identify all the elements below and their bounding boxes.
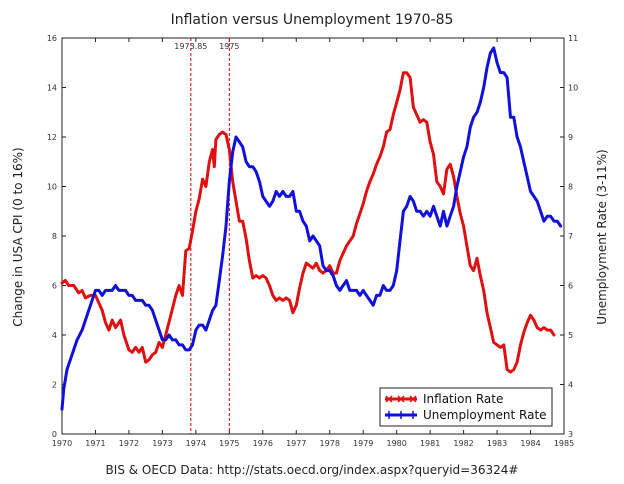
source-caption: BIS & OECD Data: http://stats.oecd.org/i… (106, 463, 519, 477)
x-tick-label: 1979 (353, 439, 373, 448)
x-tick-label: 1984 (520, 439, 540, 448)
legend-marker-plus (385, 411, 393, 419)
y2-tick-label: 11 (568, 34, 578, 43)
x-tick-label: 1983 (487, 439, 507, 448)
x-tick-label: 1977 (286, 439, 306, 448)
y-tick-label: 12 (47, 133, 57, 142)
y-tick-label: 10 (47, 183, 57, 192)
x-tick-label: 1981 (420, 439, 440, 448)
y-tick-label: 16 (47, 34, 57, 43)
x-tick-label: 1971 (85, 439, 105, 448)
y2-tick-label: 7 (568, 232, 573, 241)
legend-marker-plus (397, 411, 405, 419)
y2-tick-label: 5 (568, 331, 573, 340)
series-line-inflation (60, 71, 556, 374)
y2-tick-label: 9 (568, 133, 573, 142)
legend-box (379, 387, 553, 427)
x-tick-label: 1978 (320, 439, 340, 448)
x-tick-label: 1972 (119, 439, 139, 448)
series-line-unemployment (60, 46, 563, 411)
y2-tick-label: 8 (568, 183, 573, 192)
annotation-label: 1975 (219, 42, 239, 51)
legend-marker-x (409, 395, 417, 403)
x-tick-label: 1974 (186, 439, 206, 448)
legend-marker-x (397, 395, 405, 403)
x-tick-label: 1973 (152, 439, 172, 448)
x-tick-label: 1976 (253, 439, 273, 448)
chart-title: Inflation versus Unemployment 1970-85 (171, 12, 454, 28)
y2-tick-label: 3 (568, 430, 573, 439)
y2-axis-label: Unemployment Rate (3-11%) (595, 149, 609, 324)
x-tick-label: 1980 (386, 439, 406, 448)
legend-label: Inflation Rate (423, 392, 503, 406)
y-tick-label: 0 (52, 430, 57, 439)
x-tick-label: 1975 (219, 439, 239, 448)
y-tick-label: 4 (52, 331, 57, 340)
y-axis-label: Change in USA CPI (0 to 16%) (11, 147, 25, 326)
y-tick-label: 14 (47, 84, 57, 93)
y-tick-label: 8 (52, 232, 57, 241)
y-tick-label: 6 (52, 282, 57, 291)
legend-label: Unemployment Rate (423, 408, 547, 422)
x-tick-label: 1985 (554, 439, 574, 448)
plot-area: 1970 1971 1972 1973 1974 1975 1976 1977 1978 1979… (47, 34, 578, 448)
x-tick-label: 1970 (52, 439, 72, 448)
y2-tick-label: 4 (568, 381, 573, 390)
y-tick-label: 2 (52, 381, 57, 390)
legend-marker-plus (409, 411, 417, 419)
annotation-label: 1973.85 (174, 42, 207, 51)
y2-tick-label: 10 (568, 84, 578, 93)
legend-marker-x (385, 395, 393, 403)
y2-tick-label: 6 (568, 282, 573, 291)
x-tick-label: 1982 (453, 439, 473, 448)
